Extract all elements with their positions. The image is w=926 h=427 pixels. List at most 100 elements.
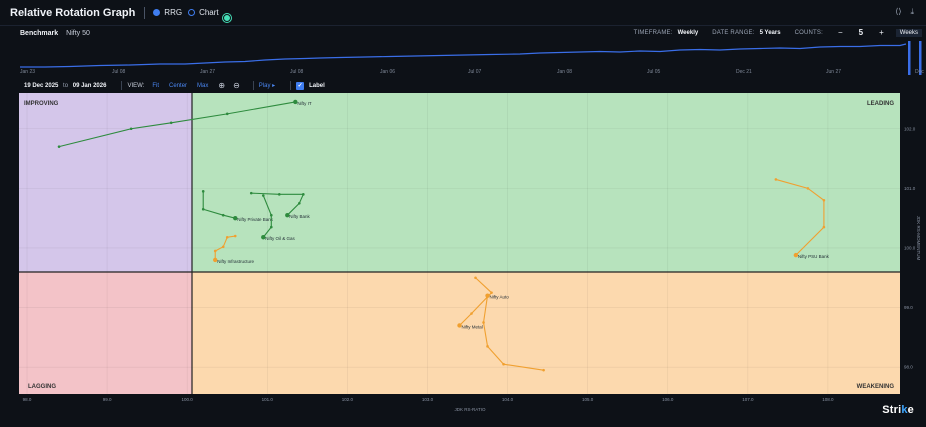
- rrg-graph: IMPROVING LEADING LAGGING WEAKENING 98.0…: [0, 93, 926, 427]
- divider: [252, 81, 254, 90]
- timeframe-select[interactable]: Weekly: [677, 29, 699, 36]
- rrg-series-nifty-bank[interactable]: Nifty Bank: [249, 191, 311, 219]
- max-button[interactable]: Max: [197, 82, 209, 89]
- trail-point[interactable]: [261, 194, 265, 197]
- x-tick-label: 107.0: [742, 397, 754, 402]
- trail-point[interactable]: [213, 249, 217, 253]
- trail-point[interactable]: [822, 198, 826, 202]
- play-button[interactable]: Play ▸: [258, 83, 276, 89]
- mini-axis-label: Dec 21: [736, 69, 752, 75]
- x-tick-label: 98.0: [23, 397, 32, 402]
- trail-point[interactable]: [221, 213, 225, 217]
- counts-value[interactable]: 5: [858, 28, 864, 37]
- trail-point[interactable]: [277, 193, 281, 196]
- y-tick-label: 99.0: [904, 305, 913, 310]
- rrg-series-nifty-oil-gas[interactable]: Nifty Oil & Gas: [261, 194, 296, 241]
- center-button[interactable]: Center: [169, 82, 188, 89]
- trail-point[interactable]: [806, 187, 810, 190]
- rrg-series-nifty-it[interactable]: Nifty IT: [57, 99, 312, 148]
- status-indicator-icon: [223, 14, 231, 22]
- quadrant-label-leading: LEADING: [867, 101, 894, 107]
- fit-button[interactable]: Fit: [152, 82, 160, 89]
- mini-axis-label: Jul 08: [112, 69, 126, 75]
- rrg-series-nifty-private-bank[interactable]: Nifty Private Bank: [201, 190, 274, 222]
- rrg-series-nifty-infrastructure[interactable]: Nifty Infrastructure: [213, 234, 254, 264]
- trail-point[interactable]: [490, 291, 493, 294]
- rrg-radio-label: RRG: [164, 8, 183, 17]
- current-date-range: 19 Dec 2025 to 09 Jan 2026: [24, 83, 106, 89]
- trail-point[interactable]: [57, 145, 61, 148]
- trail-head-point[interactable]: [793, 252, 799, 258]
- trail-point[interactable]: [201, 207, 205, 211]
- trail-point[interactable]: [269, 213, 273, 217]
- zoom-in-icon[interactable]: ⊕: [218, 81, 226, 90]
- trail-head-point[interactable]: [233, 215, 238, 221]
- x-tick-label: 106.0: [662, 397, 674, 402]
- rrg-chart[interactable]: IMPROVING LEADING LAGGING WEAKENING 98.0…: [0, 93, 926, 427]
- benchmark-mini-chart[interactable]: [20, 40, 926, 76]
- series-label: Nifty Infrastructure: [217, 259, 254, 264]
- counts-label: COUNTS:: [794, 29, 823, 36]
- trail-head-point[interactable]: [485, 293, 490, 298]
- trail-point[interactable]: [542, 368, 545, 372]
- x-tick-label: 103.0: [422, 397, 434, 402]
- trail-head-point[interactable]: [261, 235, 266, 240]
- x-tick-label: 102.0: [342, 397, 354, 402]
- rrg-series-nifty-psu-bank[interactable]: Nifty PSU Bank: [774, 178, 830, 259]
- trail-point[interactable]: [822, 225, 826, 229]
- trail-head-point[interactable]: [213, 257, 218, 263]
- trail-point[interactable]: [482, 321, 485, 324]
- counts-unit-select[interactable]: Weeks: [895, 28, 922, 37]
- trail-point[interactable]: [225, 112, 229, 116]
- rrg-series-nifty-metal[interactable]: Nifty Metal: [457, 276, 493, 329]
- trail-point[interactable]: [774, 178, 778, 181]
- counts-decrement-button[interactable]: −: [837, 28, 843, 37]
- trail-point[interactable]: [129, 127, 133, 131]
- trail-point[interactable]: [298, 201, 301, 205]
- y-tick-label: 98.0: [904, 365, 913, 370]
- mini-axis-label: Jul 05: [647, 69, 661, 75]
- date-to: 09 Jan 2026: [72, 82, 107, 89]
- trail-point[interactable]: [225, 235, 229, 239]
- trail-line: [459, 277, 493, 326]
- chart-radio[interactable]: Chart: [188, 8, 219, 17]
- share-icon[interactable]: ⟨⟩: [895, 7, 902, 16]
- trail-point[interactable]: [474, 276, 477, 280]
- x-axis-label: JDK RS-RATIO: [455, 407, 486, 412]
- divider: [290, 81, 292, 90]
- zoom-out-icon[interactable]: ⊖: [233, 81, 240, 90]
- trail-point[interactable]: [249, 191, 253, 195]
- trail-head-point[interactable]: [457, 323, 462, 328]
- window-handle[interactable]: [908, 41, 911, 75]
- trail-point[interactable]: [302, 193, 305, 196]
- trail-head-point[interactable]: [293, 99, 298, 105]
- download-icon[interactable]: ⤓: [910, 7, 914, 16]
- rrg-radio[interactable]: RRG: [153, 8, 182, 17]
- benchmark-value[interactable]: Nifty 50: [66, 29, 90, 37]
- y-axis-ticks: 102.0 101.0 100.0 99.0 98.0: [904, 126, 916, 369]
- trail-point[interactable]: [169, 121, 173, 125]
- trail-point[interactable]: [269, 225, 273, 229]
- trail-point[interactable]: [233, 234, 237, 238]
- mini-axis-label: Jan 08: [557, 69, 573, 75]
- counts-increment-button[interactable]: +: [879, 28, 884, 37]
- rrg-series-nifty-auto[interactable]: Nifty Auto: [482, 293, 545, 372]
- date-range-select[interactable]: 5 Years: [759, 29, 781, 36]
- trail-point[interactable]: [221, 245, 225, 249]
- y-tick-label: 101.0: [904, 186, 916, 191]
- divider: [121, 81, 123, 90]
- series-label: Nifty IT: [297, 101, 312, 106]
- date-from: 19 Dec 2025: [24, 82, 59, 89]
- trail-line: [202, 191, 236, 219]
- mini-axis-label: Jul 07: [468, 69, 482, 75]
- trail-point[interactable]: [201, 190, 205, 193]
- trail-head-point[interactable]: [285, 212, 290, 218]
- chart-radio-label: Chart: [199, 8, 219, 17]
- trail-point[interactable]: [486, 345, 489, 348]
- label-toggle-text: Label: [309, 82, 325, 89]
- trail-point[interactable]: [502, 362, 505, 366]
- series-label: Nifty Auto: [490, 295, 510, 300]
- label-toggle[interactable]: ✓ Label: [296, 81, 325, 90]
- window-handle[interactable]: [919, 41, 922, 75]
- trail-point[interactable]: [470, 312, 473, 315]
